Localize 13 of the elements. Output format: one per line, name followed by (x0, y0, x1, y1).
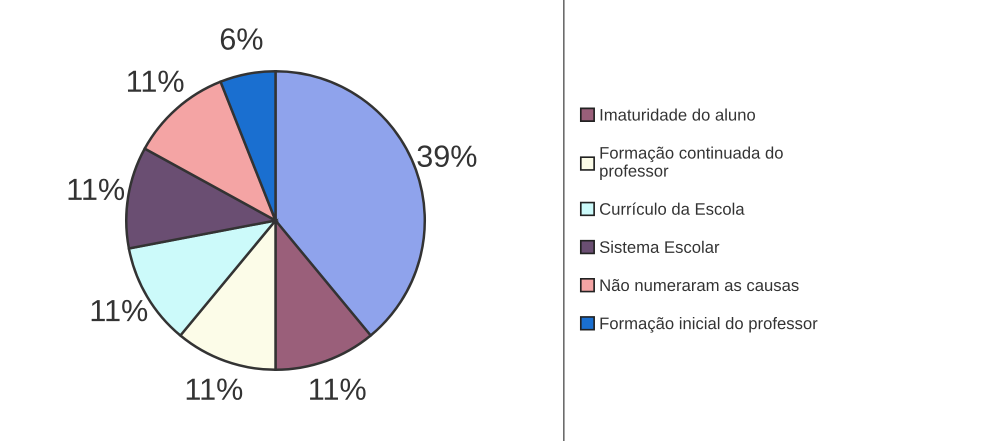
legend-label: Sistema Escolar (600, 240, 720, 254)
legend-label: Imaturidade do aluno (600, 108, 756, 121)
data-label: 39% (417, 145, 476, 168)
data-label: 11% (68, 178, 124, 200)
data-label: 11% (128, 70, 184, 92)
legend-label: Formação continuada do professor (600, 146, 783, 180)
data-label: 11% (310, 378, 366, 400)
legend-label: Formação inicial do professor (600, 317, 818, 333)
legend-label: Não numeraram as causas (600, 279, 799, 292)
data-label: 6% (220, 28, 262, 50)
legend-label: Currículo da Escola (600, 202, 745, 215)
data-label: 11% (92, 300, 148, 322)
data-label: 11% (186, 378, 242, 400)
